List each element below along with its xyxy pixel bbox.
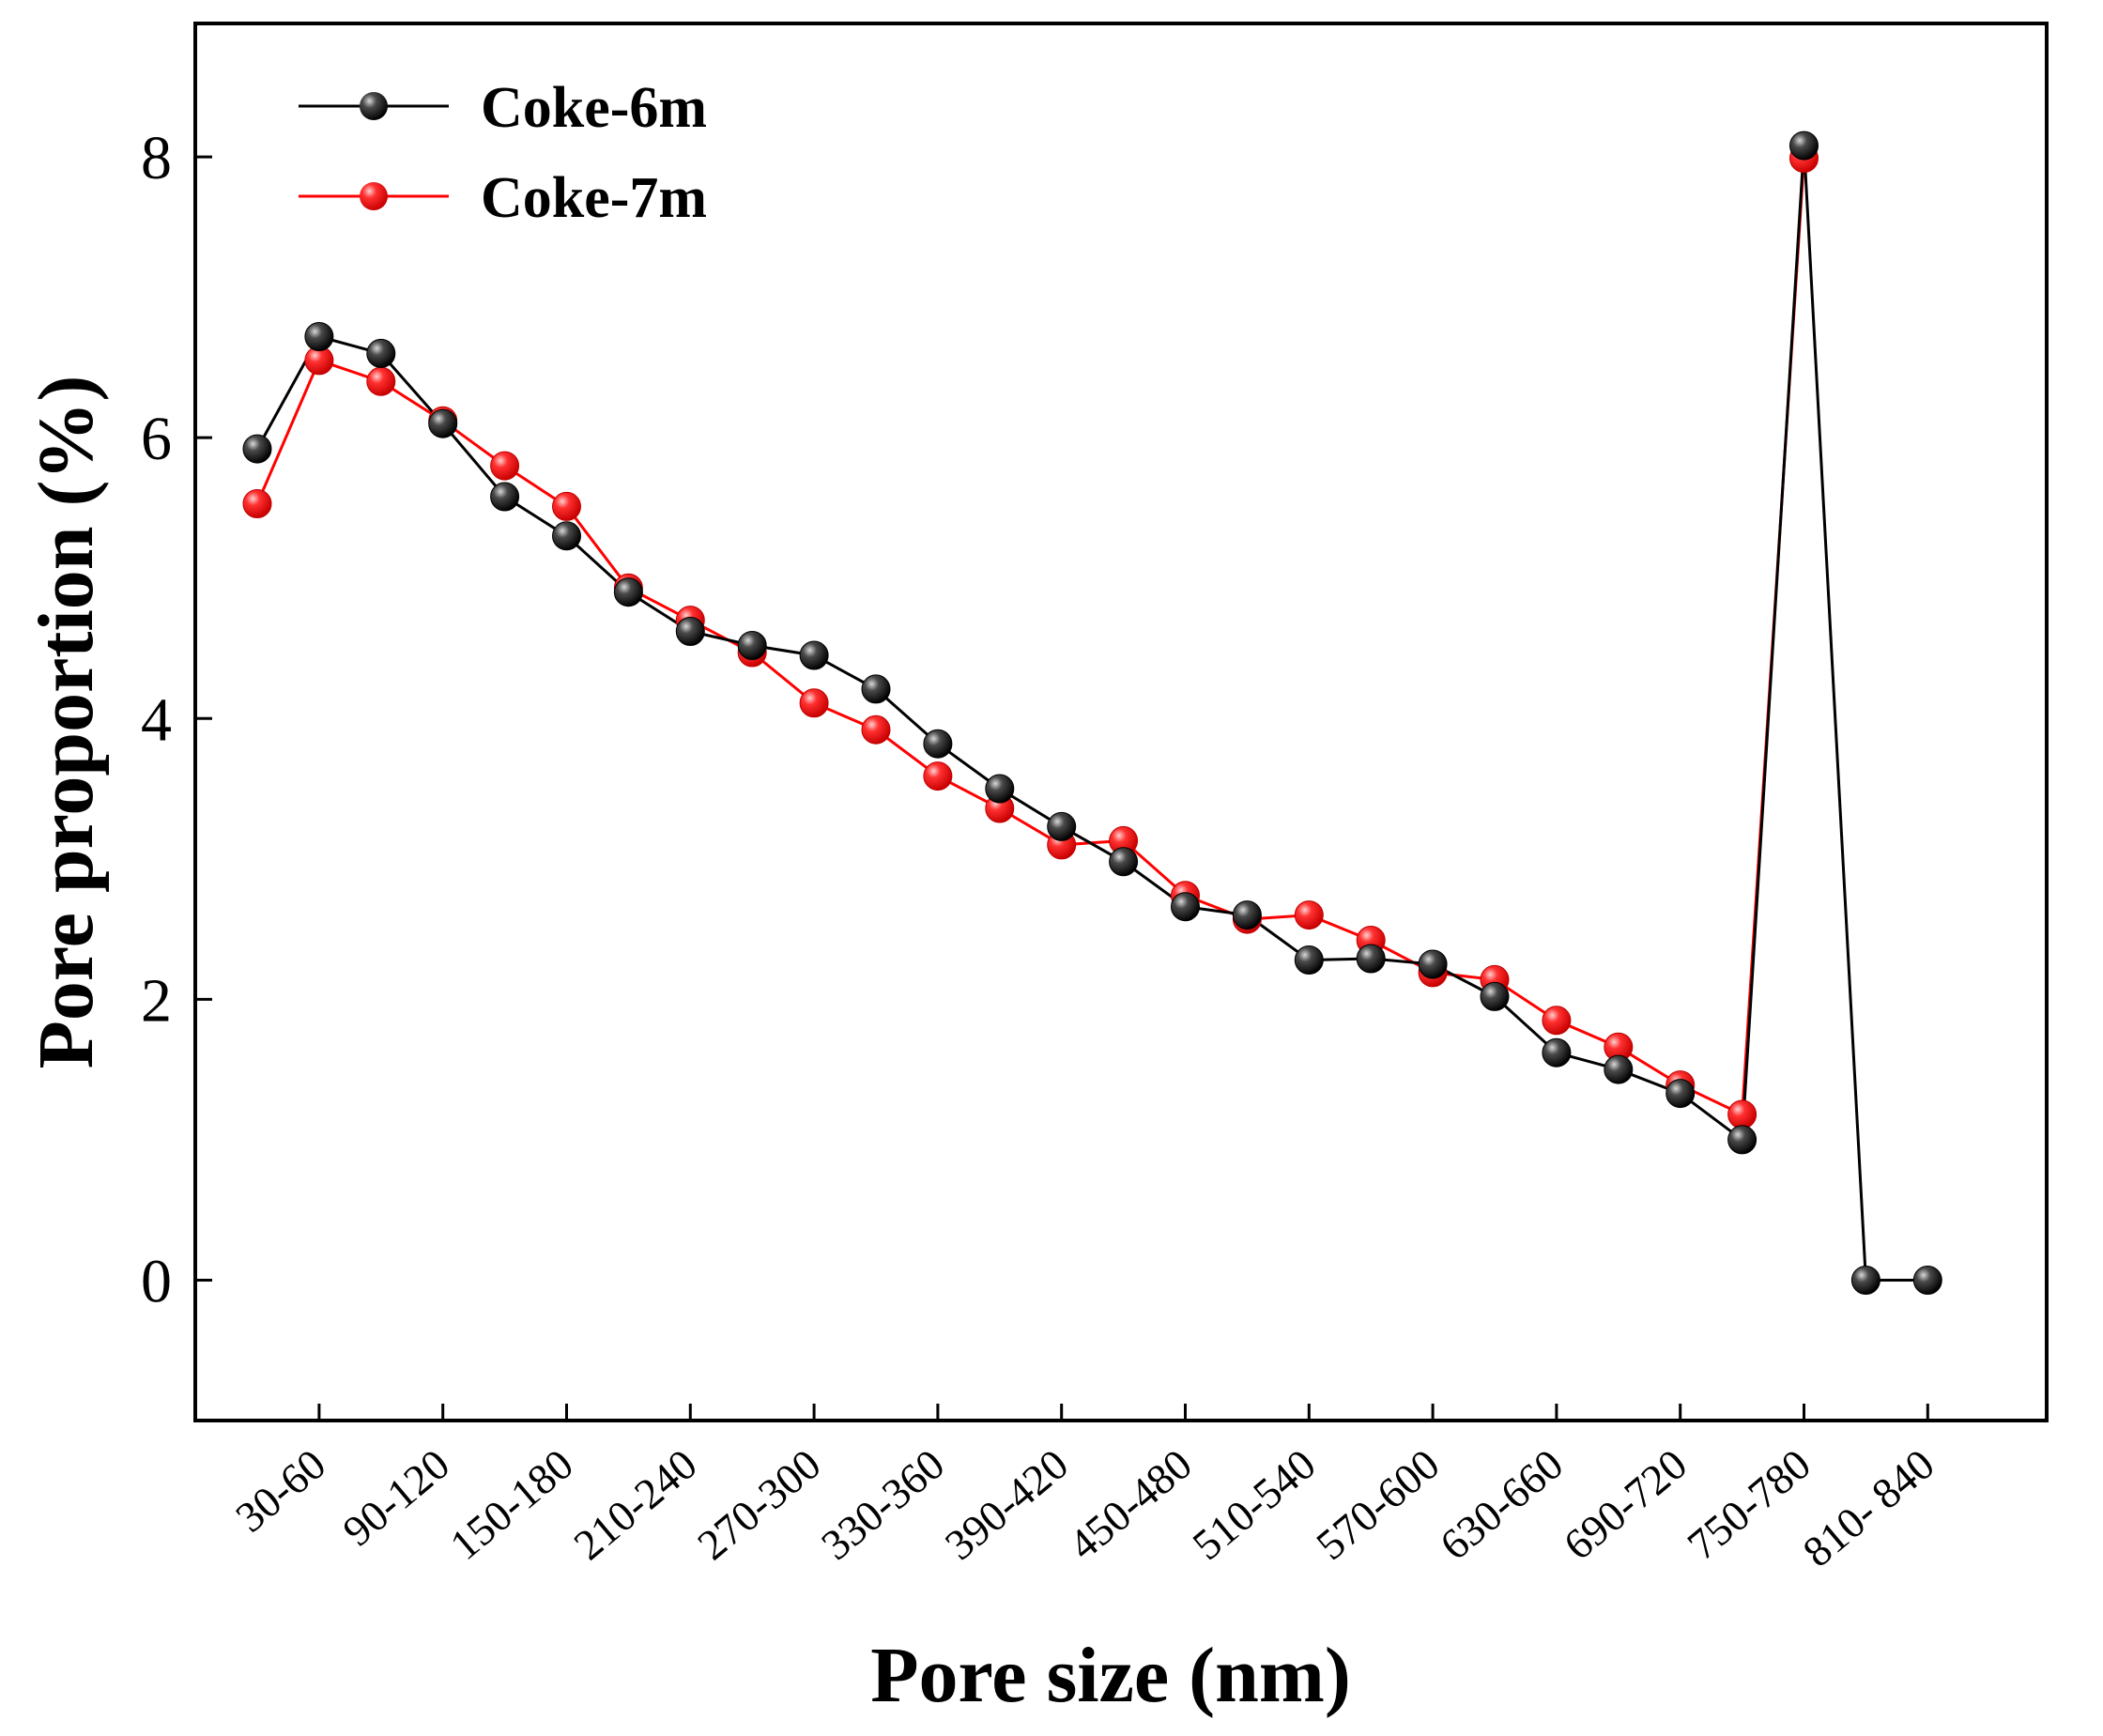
x-tick-label: 390-420	[936, 1440, 1077, 1570]
data-point-coke-6m	[304, 322, 334, 351]
data-point-coke-6m	[1232, 900, 1262, 930]
data-point-coke-6m	[1171, 892, 1200, 922]
y-tick-label: 2	[141, 966, 172, 1035]
y-axis-title: Pore proportion (%)	[23, 376, 110, 1069]
data-point-coke-6m	[1047, 811, 1077, 841]
legend-marker-coke-6m	[360, 92, 388, 120]
x-tick-label: 30-60	[226, 1440, 334, 1542]
data-point-coke-6m	[1727, 1125, 1758, 1155]
data-point-coke-6m	[675, 617, 705, 646]
data-point-coke-7m	[1727, 1099, 1758, 1129]
data-point-coke-6m	[737, 631, 767, 660]
data-point-coke-6m	[552, 521, 581, 551]
data-point-coke-6m	[1418, 949, 1448, 979]
data-point-coke-6m	[428, 408, 458, 438]
data-point-coke-7m	[1542, 1006, 1572, 1036]
data-point-coke-6m	[1789, 131, 1819, 161]
data-point-coke-6m	[1294, 945, 1324, 975]
legend-label-coke-7m: Coke-7m	[481, 166, 707, 230]
x-tick-label: 150-180	[441, 1440, 582, 1570]
data-point-coke-7m	[1294, 900, 1324, 930]
data-point-coke-6m	[1542, 1037, 1572, 1068]
data-point-coke-7m	[552, 491, 581, 521]
data-point-coke-6m	[799, 640, 829, 670]
data-point-coke-6m	[1850, 1266, 1880, 1295]
x-tick-label: 330-360	[812, 1440, 953, 1570]
plot-frame	[193, 22, 2049, 1422]
data-point-coke-6m	[490, 482, 520, 512]
legend: Coke-6m Coke-7m	[299, 76, 707, 230]
series-line-coke-6m	[255, 146, 1928, 1282]
x-tick-label: 690-720	[1555, 1440, 1696, 1570]
data-point-coke-6m	[366, 338, 396, 368]
x-tick-label: 210-240	[564, 1440, 705, 1570]
data-point-coke-7m	[923, 761, 953, 791]
series-line-coke-7m	[255, 158, 1805, 1117]
data-point-coke-6m	[861, 674, 891, 704]
data-point-coke-7m	[242, 489, 272, 518]
data-point-coke-7m	[366, 366, 396, 396]
data-point-coke-6m	[613, 577, 643, 607]
legend-marker-coke-7m	[360, 182, 388, 210]
data-point-coke-6m	[1109, 847, 1139, 877]
y-tick-label: 4	[141, 685, 172, 754]
y-tick-label: 0	[141, 1247, 172, 1315]
y-tick-label: 6	[141, 405, 172, 473]
data-point-coke-7m	[490, 451, 520, 481]
x-tick-label: 570-600	[1307, 1440, 1448, 1570]
x-tick-label: 510-540	[1183, 1440, 1324, 1570]
x-axis-title: Pore size (nm)	[870, 1632, 1351, 1719]
data-point-coke-6m	[242, 434, 272, 464]
y-tick-label: 8	[141, 124, 172, 192]
x-tick-label: 810- 840	[1794, 1440, 1943, 1576]
x-tick-label: 630-660	[1431, 1440, 1572, 1570]
data-point-coke-6m	[1604, 1054, 1634, 1084]
x-tick-label: 750-780	[1679, 1440, 1819, 1570]
data-point-coke-6m	[1912, 1266, 1942, 1295]
x-tick-label: 90-120	[334, 1440, 459, 1556]
data-point-coke-6m	[1666, 1079, 1696, 1109]
data-point-coke-6m	[1480, 981, 1510, 1011]
legend-label-coke-6m: Coke-6m	[481, 76, 707, 140]
data-point-coke-6m	[985, 774, 1015, 804]
data-point-coke-6m	[1356, 944, 1386, 974]
data-point-coke-6m	[923, 729, 953, 759]
data-point-coke-7m	[861, 714, 891, 745]
x-tick-label: 450-480	[1060, 1440, 1201, 1570]
x-tick-label: 270-300	[688, 1440, 829, 1570]
data-point-coke-7m	[799, 688, 829, 718]
